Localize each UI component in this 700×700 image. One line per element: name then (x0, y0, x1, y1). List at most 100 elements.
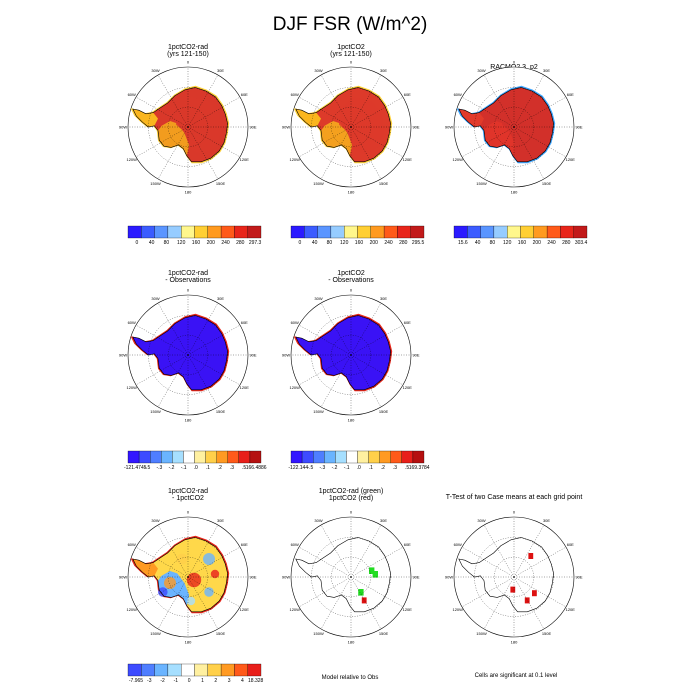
lon-label-90w: 90W (282, 575, 290, 580)
colorbar-tick-label: 120 (340, 240, 349, 246)
colorbar-tick-label: -.5 (144, 465, 150, 471)
meridian-line (135, 324, 189, 356)
lon-label-120e: 120E (240, 385, 250, 390)
map-plateau-fill (176, 97, 221, 155)
colorbar-swatch (205, 450, 217, 464)
colorbar-swatch (183, 450, 195, 464)
colorbar-tick-label: -.2 (332, 465, 338, 471)
lon-label-30e: 30E (217, 296, 224, 301)
coastline (132, 537, 228, 613)
colorbar-swatch (344, 225, 358, 239)
lon-label-30e: 30E (380, 518, 387, 523)
map-peninsula-fill (132, 337, 158, 355)
coastline (295, 87, 391, 163)
colorbar-swatch (127, 225, 142, 239)
latitude-circle (148, 87, 228, 167)
colorbar-tick-label: -3 (147, 678, 152, 684)
map-panel-p1: 1pctCO2-rad(yrs 121-150) 0 180 90W 90E 30W 60W… (119, 44, 262, 246)
map-anomaly-patch (203, 553, 215, 565)
map-panel-p7: 1pctCO2-rad (green)1pctCO2 (red) 0 180 90W 9… (282, 488, 420, 645)
meridian-line (187, 524, 219, 578)
colorbar-tick-label: -.1 (344, 465, 350, 471)
meridian-line (187, 126, 219, 180)
meridian-line (320, 576, 352, 630)
lon-label-120w: 120W (126, 157, 137, 162)
lon-label-180: 180 (348, 418, 355, 423)
lon-label-90e: 90E (249, 575, 256, 580)
colorbar-tick-label: .1 (206, 465, 210, 471)
lon-label-90e: 90E (412, 353, 419, 358)
map-peninsula-fill (132, 559, 158, 577)
colorbar-tick-label: 120 (177, 240, 186, 246)
panel-title-line: 1pctCO2 (337, 270, 365, 277)
lon-label-60w: 60W (454, 542, 462, 547)
significance-cell-green (369, 567, 375, 574)
colorbar-tick-label: 169.3784 (409, 465, 430, 471)
colorbar-tick-label: 160 (355, 240, 364, 246)
colorbar-tick-label: 1 (201, 678, 204, 684)
lon-label-90w: 90W (119, 575, 127, 580)
lon-label-120w: 120W (289, 385, 300, 390)
lon-label-150e: 150E (216, 181, 226, 186)
map-peninsula-fill (295, 109, 321, 127)
figure-title: DJF FSR (W/m^2) (273, 14, 428, 35)
lon-label-0: 0 (350, 510, 353, 515)
significance-cell-red (528, 553, 534, 559)
map-panel-p2: 1pctCO2(yrs 121-150) 0 180 90W 90E 30W 60W 30E 6… (282, 44, 425, 246)
map-peninsula-fill (132, 109, 158, 127)
lon-label-30w: 30W (151, 518, 159, 523)
lon-label-90e: 90E (249, 125, 256, 130)
map-panel-p5: 1pctCO2- Observations 0 180 90W 90E 30W 60W 30E… (282, 270, 430, 471)
lon-label-120w: 120W (126, 385, 137, 390)
latitude-circle (331, 107, 371, 147)
colorbar-swatch (412, 450, 425, 464)
colorbar-tick-label: 160 (192, 240, 201, 246)
lon-label-120e: 120E (240, 157, 250, 162)
lon-label-30w: 30W (477, 68, 485, 73)
colorbar-tick-label: 18.328 (248, 678, 264, 684)
map-peninsula-fill (295, 337, 321, 355)
meridian-line (298, 324, 352, 356)
colorbar-swatch (397, 225, 411, 239)
lon-label-120e: 120E (403, 157, 413, 162)
lon-label-60e: 60E (241, 542, 248, 547)
colorbar-tick-label: -.1 (181, 465, 187, 471)
meridian-line (513, 126, 567, 158)
colorbar-swatch (370, 225, 385, 239)
meridian-line (513, 126, 545, 180)
colorbar-swatch (410, 225, 425, 239)
colorbar-tick-label: 240 (221, 240, 230, 246)
lon-label-30w: 30W (314, 68, 322, 73)
lon-label-0: 0 (513, 510, 516, 515)
colorbar-swatch (317, 225, 332, 239)
colorbar-swatch (301, 450, 314, 464)
colorbar-tick-label: -122.144 (288, 465, 308, 471)
colorbar-swatch (330, 225, 345, 239)
lon-label-90e: 90E (412, 125, 419, 130)
colorbar-tick-label: .2 (381, 465, 385, 471)
colorbar-swatch (167, 663, 182, 677)
colorbar-swatch (141, 225, 155, 239)
meridian-line (320, 302, 352, 356)
significance-note: Cells are significant at 0.1 level (475, 673, 558, 679)
map-peninsula-fill (458, 109, 484, 127)
colorbar-tick-label: 40 (475, 240, 481, 246)
lon-label-150w: 150W (476, 631, 487, 636)
meridian-line (350, 302, 382, 356)
meridian-line (157, 576, 189, 630)
meridian-line (187, 302, 219, 356)
lon-label-30e: 30E (543, 68, 550, 73)
meridian-line (461, 96, 515, 128)
lon-label-30w: 30W (314, 296, 322, 301)
colorbar-tick-label: 280 (562, 240, 571, 246)
colorbar-swatch (247, 663, 262, 677)
lon-label-60e: 60E (567, 542, 574, 547)
meridian-line (187, 546, 241, 578)
colorbar-swatch (181, 663, 195, 677)
meridian-line (298, 96, 352, 128)
meridian-line (187, 576, 241, 608)
lon-label-0: 0 (513, 60, 516, 65)
colorbar-swatch (368, 450, 380, 464)
coastline (295, 315, 391, 391)
colorbar-swatch (138, 450, 151, 464)
